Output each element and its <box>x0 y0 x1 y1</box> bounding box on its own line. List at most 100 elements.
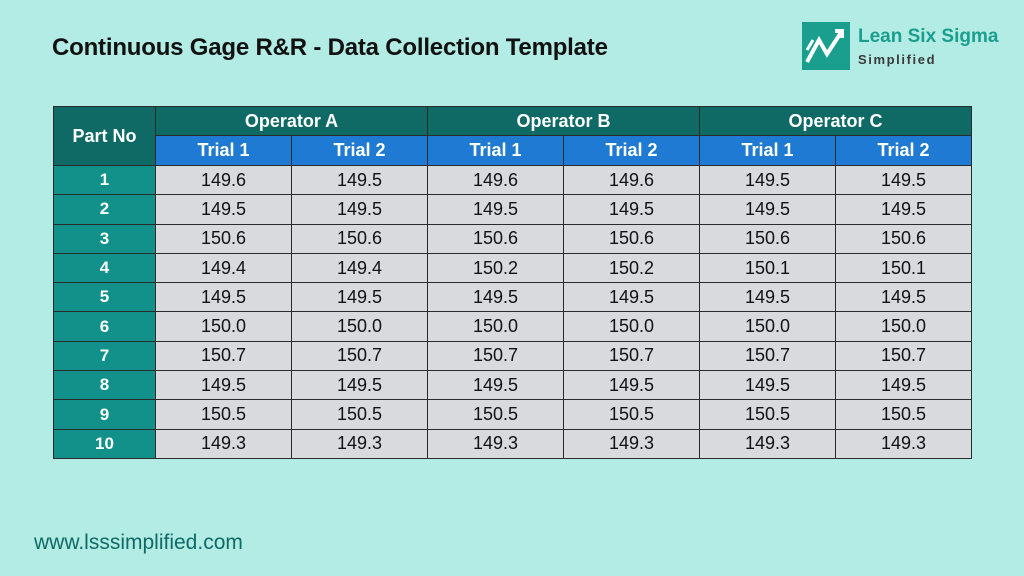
measurement-cell: 149.6 <box>427 164 565 196</box>
measurement-cell: 149.5 <box>835 370 973 401</box>
trial-header: Trial 1 <box>427 135 565 166</box>
measurement-cell: 149.3 <box>155 428 292 459</box>
measurement-cell: 149.5 <box>290 194 429 225</box>
measurement-cell: 150.5 <box>427 399 565 430</box>
part-number-cell: 4 <box>53 252 156 284</box>
measurement-cell: 149.5 <box>563 194 701 225</box>
part-number-cell: 6 <box>53 311 156 342</box>
measurement-cell: 150.6 <box>290 223 429 254</box>
measurement-cell: 150.0 <box>563 311 701 342</box>
measurement-cell: 150.0 <box>835 311 973 342</box>
measurement-cell: 150.7 <box>427 340 565 372</box>
measurement-cell: 149.5 <box>155 370 292 401</box>
table-row: 2 149.5 149.5 149.5 149.5 149.5 149.5 <box>53 194 973 225</box>
measurement-cell: 150.6 <box>699 223 837 254</box>
trial-header: Trial 2 <box>835 135 973 166</box>
table-row: 3 150.6 150.6 150.6 150.6 150.6 150.6 <box>53 223 973 254</box>
measurement-cell: 149.4 <box>290 252 429 284</box>
measurement-cell: 149.5 <box>290 282 429 313</box>
page-title: Continuous Gage R&R - Data Collection Te… <box>52 34 608 61</box>
measurement-cell: 149.5 <box>699 282 837 313</box>
measurement-cell: 149.3 <box>290 428 429 459</box>
part-number-cell: 1 <box>53 164 156 196</box>
measurement-cell: 150.2 <box>563 252 701 284</box>
table-row: 10 149.3 149.3 149.3 149.3 149.3 149.3 <box>53 428 973 459</box>
measurement-cell: 149.5 <box>699 370 837 401</box>
measurement-cell: 149.5 <box>155 194 292 225</box>
measurement-cell: 150.1 <box>699 252 837 284</box>
measurement-cell: 149.5 <box>835 194 973 225</box>
trial-header: Trial 2 <box>563 135 701 166</box>
measurement-cell: 149.3 <box>835 428 973 459</box>
part-number-cell: 3 <box>53 223 156 254</box>
part-number-cell: 9 <box>53 399 156 430</box>
measurement-cell: 149.3 <box>563 428 701 459</box>
brand-line-1: Lean Six Sigma <box>858 25 999 47</box>
measurement-cell: 149.5 <box>155 282 292 313</box>
measurement-cell: 149.5 <box>699 164 837 196</box>
measurement-cell: 149.5 <box>563 370 701 401</box>
table-row: 8 149.5 149.5 149.5 149.5 149.5 149.5 <box>53 370 973 401</box>
operator-header-row: Part No Operator A Operator B Operator C <box>53 106 973 166</box>
website-url: www.lsssimplified.com <box>34 531 243 554</box>
measurement-cell: 150.2 <box>427 252 565 284</box>
measurement-cell: 150.6 <box>563 223 701 254</box>
trial-header: Trial 2 <box>290 135 429 166</box>
table-row: 5 149.5 149.5 149.5 149.5 149.5 149.5 <box>53 282 973 313</box>
brand-logo: Lean Six Sigma Simplified <box>802 22 998 70</box>
measurement-cell: 149.6 <box>563 164 701 196</box>
measurement-cell: 150.5 <box>290 399 429 430</box>
measurement-cell: 149.5 <box>290 370 429 401</box>
measurement-cell: 150.0 <box>155 311 292 342</box>
measurement-cell: 149.5 <box>563 282 701 313</box>
measurement-cell: 150.7 <box>835 340 973 372</box>
measurement-cell: 149.5 <box>290 164 429 196</box>
table-body: 1 149.6 149.5 149.6 149.6 149.5 149.5 2 149.5 149… <box>53 164 973 459</box>
table-row: 7 150.7 150.7 150.7 150.7 150.7 150.7 <box>53 340 973 372</box>
operator-a-header: Operator A <box>154 106 429 136</box>
table-row: 4 149.4 149.4 150.2 150.2 150.1 150.1 <box>53 252 973 284</box>
measurement-cell: 149.5 <box>835 282 973 313</box>
measurement-cell: 150.7 <box>155 340 292 372</box>
table-row: 9 150.5 150.5 150.5 150.5 150.5 150.5 <box>53 399 973 430</box>
trial-header: Trial 1 <box>699 135 837 166</box>
measurement-cell: 150.6 <box>427 223 565 254</box>
trial-header: Trial 1 <box>155 135 292 166</box>
brand-name: Lean Six Sigma Simplified <box>858 27 998 66</box>
part-no-header: Part No <box>53 106 156 166</box>
table-row: 1 149.6 149.5 149.6 149.6 149.5 149.5 <box>53 164 973 196</box>
measurement-cell: 149.3 <box>699 428 837 459</box>
measurement-cell: 149.5 <box>427 194 565 225</box>
measurement-cell: 150.7 <box>699 340 837 372</box>
measurement-cell: 149.3 <box>427 428 565 459</box>
zigzag-arrow-logo-icon <box>802 22 850 70</box>
measurement-cell: 149.5 <box>699 194 837 225</box>
gage-data-table: Part No Operator A Operator B Operator C… <box>53 106 973 459</box>
measurement-cell: 150.0 <box>699 311 837 342</box>
measurement-cell: 150.6 <box>835 223 973 254</box>
measurement-cell: 150.5 <box>563 399 701 430</box>
brand-line-2: Simplified <box>858 51 937 67</box>
measurement-cell: 150.5 <box>699 399 837 430</box>
part-number-cell: 10 <box>53 428 156 459</box>
measurement-cell: 149.5 <box>427 370 565 401</box>
operator-c-header: Operator C <box>699 106 973 136</box>
measurement-cell: 150.5 <box>155 399 292 430</box>
measurement-cell: 149.6 <box>155 164 292 196</box>
measurement-cell: 150.0 <box>427 311 565 342</box>
trial-header-row: Trial 1 Trial 2 Trial 1 Trial 2 Trial 1 … <box>54 135 973 166</box>
measurement-cell: 149.5 <box>835 164 973 196</box>
measurement-cell: 150.7 <box>563 340 701 372</box>
measurement-cell: 150.7 <box>290 340 429 372</box>
part-number-cell: 7 <box>53 340 156 372</box>
measurement-cell: 150.1 <box>835 252 973 284</box>
measurement-cell: 150.5 <box>835 399 973 430</box>
part-number-cell: 8 <box>53 370 156 401</box>
table-row: 6 150.0 150.0 150.0 150.0 150.0 150.0 <box>53 311 973 342</box>
measurement-cell: 150.6 <box>155 223 292 254</box>
measurement-cell: 149.5 <box>427 282 565 313</box>
operator-b-header: Operator B <box>427 106 701 136</box>
part-number-cell: 2 <box>53 194 156 225</box>
measurement-cell: 150.0 <box>290 311 429 342</box>
part-number-cell: 5 <box>53 282 156 313</box>
